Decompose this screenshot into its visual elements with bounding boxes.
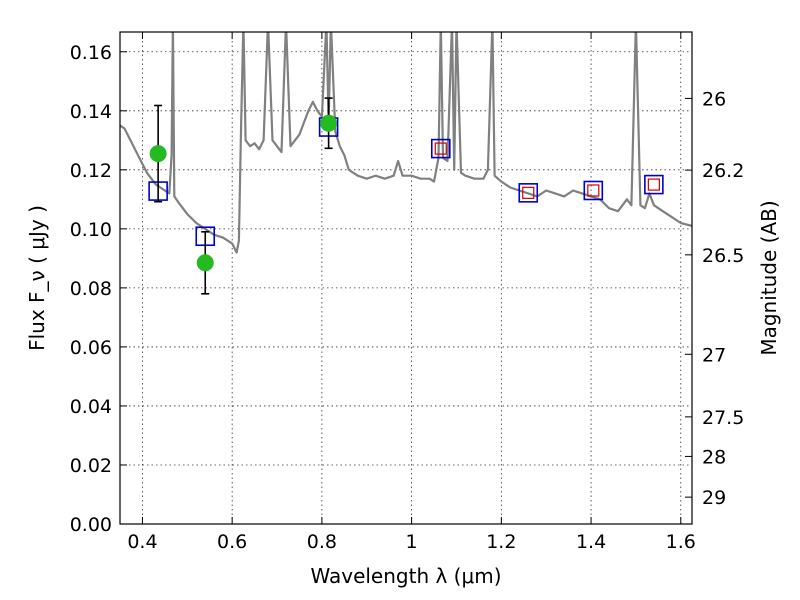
y-tick-label: 0.02 <box>70 455 112 477</box>
y-tick-label: 0.04 <box>70 396 112 418</box>
x-axis-title: Wavelength λ (μm) <box>310 564 501 588</box>
predicted-point <box>587 184 600 197</box>
model-photometry-point <box>518 183 539 203</box>
y-tick-label: 0.08 <box>70 278 112 300</box>
observed-point <box>320 114 338 132</box>
x-tick-label: 1 <box>406 531 418 553</box>
y2-tick-label: 29 <box>702 487 726 509</box>
predicted-point <box>647 178 660 191</box>
plot-area <box>120 32 692 295</box>
x-tick-label: 1.2 <box>486 531 516 553</box>
y2-tick-label: 28 <box>702 446 726 468</box>
y2-tick-label: 26.5 <box>702 245 744 267</box>
x-tick-label: 1.4 <box>576 531 606 553</box>
y2-tick-label: 27.5 <box>702 407 744 429</box>
y2-tick-label: 26 <box>702 88 726 110</box>
y-tick-label: 0.12 <box>70 160 112 182</box>
model-photometry-point <box>583 180 604 201</box>
y-tick-label: 0.06 <box>70 337 112 359</box>
x-tick-label: 0.4 <box>127 531 157 553</box>
model-photometry-point <box>430 138 451 159</box>
y2-tick-label: 27 <box>702 344 726 366</box>
model-photometry-point <box>644 174 664 195</box>
markers <box>148 97 664 295</box>
observed-point <box>196 254 214 272</box>
y2-axis-title: Magnitude (AB) <box>757 200 781 355</box>
plot-frame <box>119 31 693 525</box>
x-axis: 0.4 0.6 0.8 1 1.2 1.4 1.6 <box>127 32 696 553</box>
x-tick-label: 0.6 <box>217 531 247 553</box>
x-tick-label: 0.8 <box>307 531 337 553</box>
y-axis-title: Flux F_ν ( μJy ) <box>25 205 49 351</box>
predicted-point <box>522 186 535 199</box>
y-tick-label: 0.16 <box>70 42 112 64</box>
model-spectrum-line <box>120 32 692 254</box>
predicted-point <box>434 142 447 155</box>
grid <box>120 32 692 525</box>
y-tick-label: 0.00 <box>70 514 112 536</box>
model-spectrum <box>120 32 692 254</box>
y-axis: 0.00 0.02 0.04 0.06 0.08 0.10 0.12 0.14 0.16 <box>70 42 127 536</box>
y-tick-label: 0.10 <box>70 219 112 241</box>
y2-axis: 26 26.2 26.5 27 27.5 28 29 <box>685 88 744 509</box>
y2-tick-label: 26.2 <box>702 160 744 182</box>
y-tick-label: 0.14 <box>70 101 112 123</box>
x-tick-label: 1.6 <box>666 531 696 553</box>
observed-point <box>149 145 167 163</box>
